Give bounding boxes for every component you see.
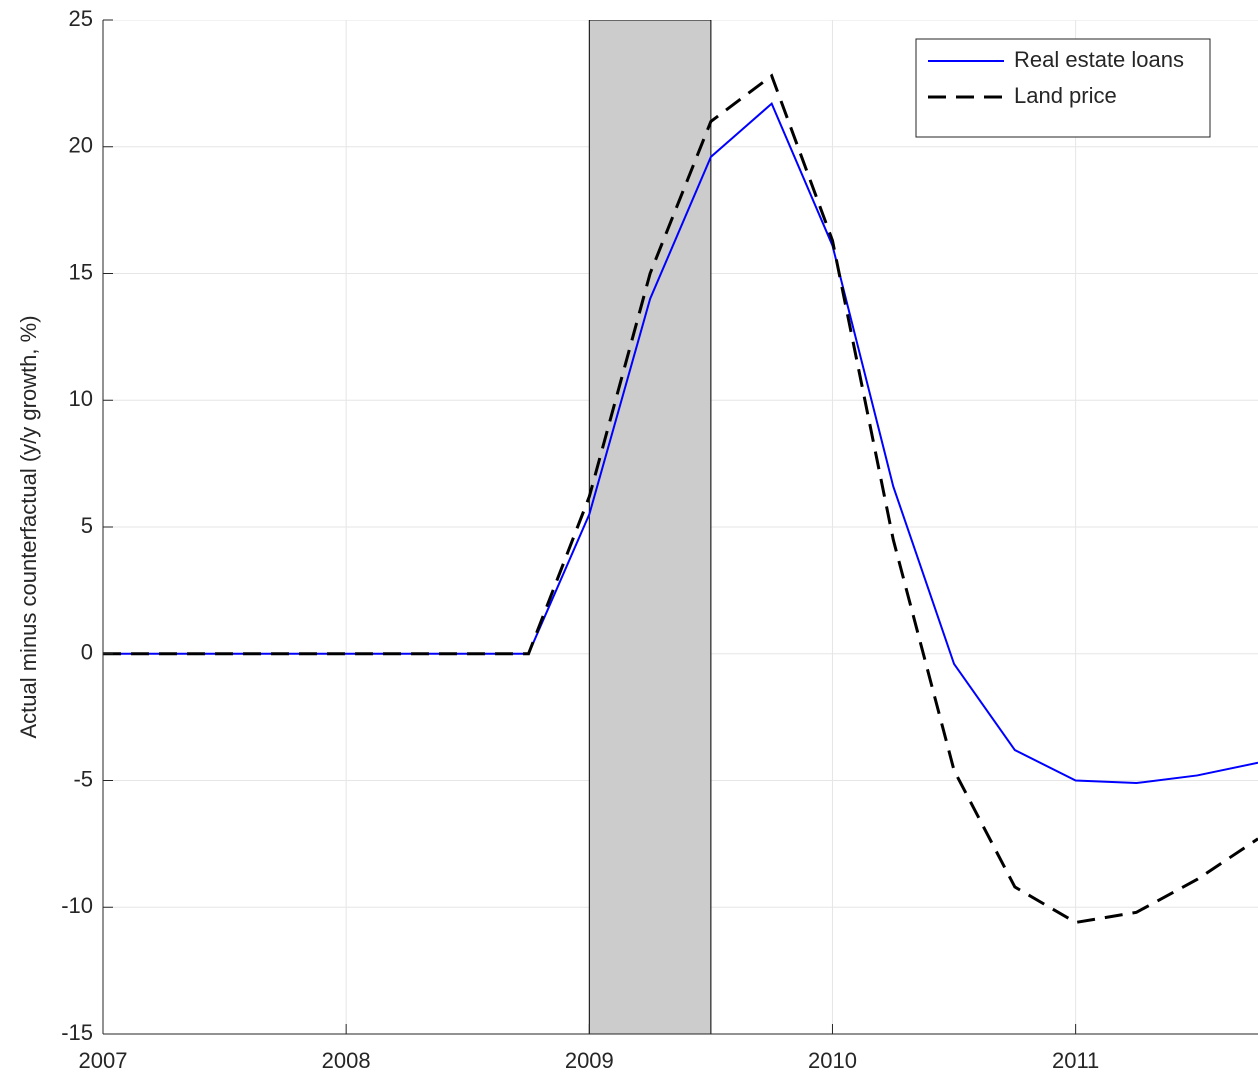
y-tick-label: 0 — [81, 640, 93, 665]
legend-box — [915, 38, 1211, 138]
x-tick-label: 2011 — [1052, 1048, 1099, 1073]
x-tick-label: 2010 — [808, 1048, 857, 1073]
y-tick-label: 10 — [69, 386, 93, 411]
x-tick-label: 2009 — [565, 1048, 614, 1073]
y-tick-label: -10 — [61, 893, 93, 918]
y-tick-label: 15 — [69, 259, 93, 284]
shaded-region — [588, 20, 712, 1034]
plot-area — [103, 20, 1258, 1034]
x-tick-label: 2008 — [322, 1048, 371, 1073]
y-tick-label: 20 — [69, 133, 93, 158]
y-tick-label: -15 — [61, 1020, 93, 1045]
y-tick-label: -5 — [73, 766, 93, 791]
line-series — [103, 73, 1258, 925]
legend-label: Land price — [1014, 83, 1117, 108]
y-axis-label: Actual minus counterfactual (y/y growth,… — [16, 315, 41, 738]
legend-label: Real estate loans — [1014, 47, 1184, 72]
y-tick-label: 5 — [81, 513, 93, 538]
line-series — [103, 101, 1258, 785]
legend: Real estate loans Land price — [915, 38, 1211, 138]
y-tick-label: 25 — [69, 6, 93, 31]
x-tick-label: 2007 — [79, 1048, 128, 1073]
